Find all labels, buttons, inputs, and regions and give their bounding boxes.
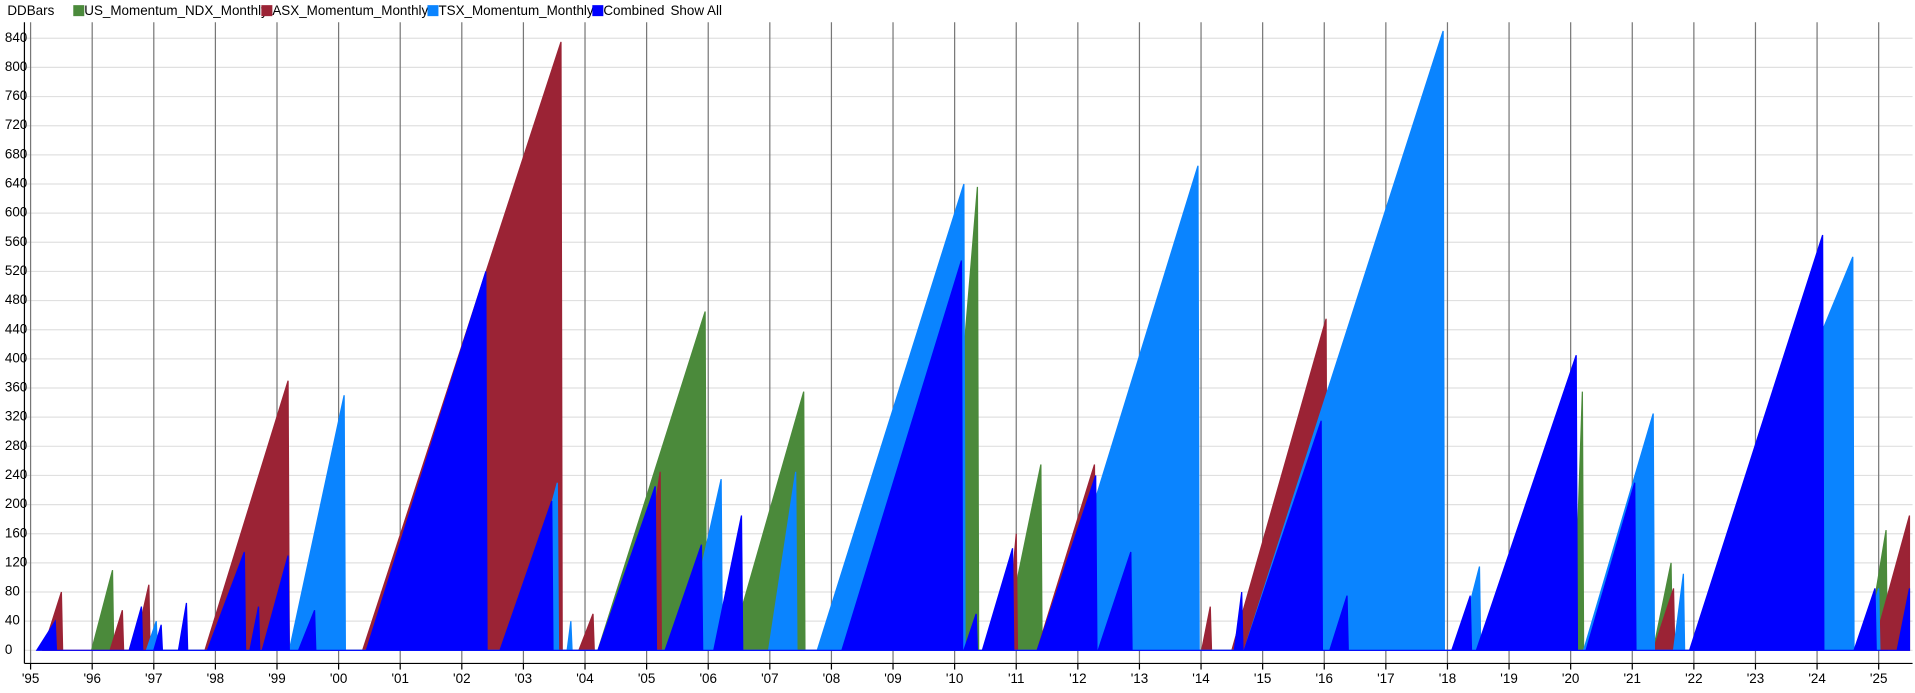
y-tick-label: 640 xyxy=(5,176,27,191)
y-tick-label: 40 xyxy=(5,613,20,628)
legend-label[interactable]: TSX_Momentum_Monthly xyxy=(438,3,593,18)
y-tick-label: 320 xyxy=(5,409,27,424)
y-tick-label: 440 xyxy=(5,321,27,336)
x-tick-label: '25 xyxy=(1870,671,1888,686)
legend-swatch[interactable] xyxy=(261,5,273,17)
x-tick-label: '08 xyxy=(823,671,841,686)
x-tick-label: '17 xyxy=(1377,671,1395,686)
y-tick-label: 360 xyxy=(5,380,27,395)
x-tick-label: '10 xyxy=(946,671,964,686)
y-tick-label: 720 xyxy=(5,117,27,132)
x-tick-label: '96 xyxy=(83,671,101,686)
x-tick-label: '22 xyxy=(1685,671,1703,686)
y-tick-label: 520 xyxy=(5,263,27,278)
chart-title: DDBars xyxy=(7,3,54,18)
x-tick-label: '00 xyxy=(330,671,348,686)
y-tick-label: 160 xyxy=(5,525,27,540)
y-tick-label: 120 xyxy=(5,554,27,569)
legend-label[interactable]: US_Momentum_NDX_Monthly xyxy=(84,3,268,18)
x-tick-label: '12 xyxy=(1069,671,1087,686)
x-tick-label: '14 xyxy=(1192,671,1210,686)
y-tick-label: 400 xyxy=(5,350,27,365)
legend-swatch[interactable] xyxy=(592,5,604,17)
x-tick-label: '07 xyxy=(761,671,779,686)
y-tick-label: 600 xyxy=(5,205,27,220)
x-tick-label: '04 xyxy=(576,671,594,686)
y-tick-label: 280 xyxy=(5,438,27,453)
x-tick-label: '02 xyxy=(453,671,471,686)
y-tick-label: 80 xyxy=(5,584,20,599)
x-tick-label: '97 xyxy=(145,671,163,686)
x-tick-label: '21 xyxy=(1624,671,1642,686)
legend-swatch[interactable] xyxy=(427,5,439,17)
x-tick-label: '18 xyxy=(1439,671,1457,686)
legend-label[interactable]: ASX_Momentum_Monthly xyxy=(272,3,428,18)
x-tick-label: '98 xyxy=(207,671,225,686)
legend-label[interactable]: Combined xyxy=(603,3,664,18)
x-tick-label: '11 xyxy=(1008,671,1024,686)
y-tick-label: 0 xyxy=(5,642,12,657)
y-tick-label: 680 xyxy=(5,146,27,161)
y-tick-label: 800 xyxy=(5,59,27,74)
x-tick-label: '24 xyxy=(1808,671,1826,686)
x-tick-label: '06 xyxy=(699,671,717,686)
y-tick-label: 480 xyxy=(5,292,27,307)
legend-swatch[interactable] xyxy=(73,5,85,17)
y-tick-label: 200 xyxy=(5,496,27,511)
x-tick-label: '15 xyxy=(1254,671,1272,686)
x-tick-label: '13 xyxy=(1131,671,1149,686)
x-tick-label: '19 xyxy=(1500,671,1518,686)
x-tick-label: '95 xyxy=(22,671,39,686)
x-tick-label: '16 xyxy=(1315,671,1333,686)
y-tick-label: 760 xyxy=(5,88,27,103)
y-tick-label: 560 xyxy=(5,234,27,249)
x-tick-label: '20 xyxy=(1562,671,1580,686)
x-tick-label: '01 xyxy=(391,671,409,686)
y-tick-label: 840 xyxy=(5,30,27,45)
x-tick-label: '23 xyxy=(1747,671,1765,686)
y-tick-label: 240 xyxy=(5,467,27,482)
area-series xyxy=(35,234,1911,651)
x-tick-label: '05 xyxy=(638,671,656,686)
x-tick-label: '99 xyxy=(268,671,286,686)
x-tick-label: '03 xyxy=(515,671,533,686)
show-all-button[interactable]: Show All xyxy=(670,3,721,18)
x-tick-label: '09 xyxy=(884,671,902,686)
